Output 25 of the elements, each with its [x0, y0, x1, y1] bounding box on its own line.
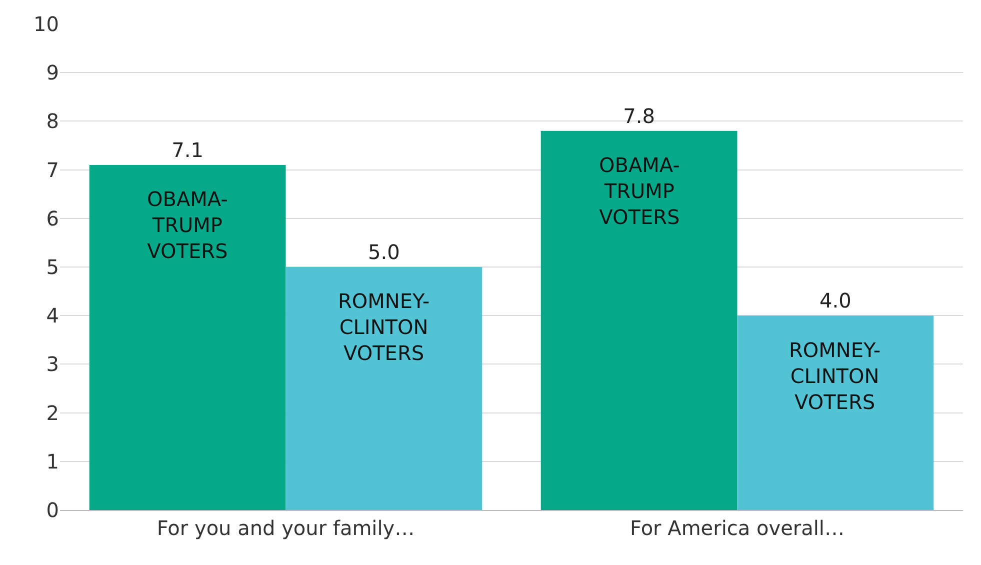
data-label: 5.0 [368, 240, 400, 264]
y-tick-label: 4 [46, 304, 59, 328]
y-tick-label: 0 [46, 498, 59, 522]
y-tick-label: 3 [46, 352, 59, 376]
text: ROMNEY-CLINTON VOTERS [789, 338, 881, 414]
bar [286, 267, 482, 510]
bar [540, 130, 738, 510]
series-label: ROMNEY-CLINTON VOTERS [338, 289, 430, 365]
y-tick-label: 5 [46, 255, 59, 279]
y-tick-label: 2 [46, 400, 59, 425]
x-tick-label: For you and your family… [156, 516, 415, 540]
text: OBAMA-TRUMP VOTERS [599, 153, 680, 229]
data-label: 7.1 [172, 138, 204, 162]
y-tick-label: 6 [46, 206, 59, 230]
series-label: OBAMA-TRUMP VOTERS [147, 187, 228, 263]
data-label: 4.0 [820, 288, 852, 313]
y-tick-label: 1 [46, 449, 59, 474]
y-tick-label: 7 [46, 158, 59, 182]
y-tick-label: 9 [46, 60, 59, 85]
y-tick-label: 8 [46, 109, 59, 134]
bar [737, 316, 934, 510]
data-label: 7.8 [623, 104, 655, 128]
y-tick-label: 10 [34, 12, 59, 36]
x-tick-label: For America overall… [630, 516, 844, 540]
bar [89, 164, 286, 510]
